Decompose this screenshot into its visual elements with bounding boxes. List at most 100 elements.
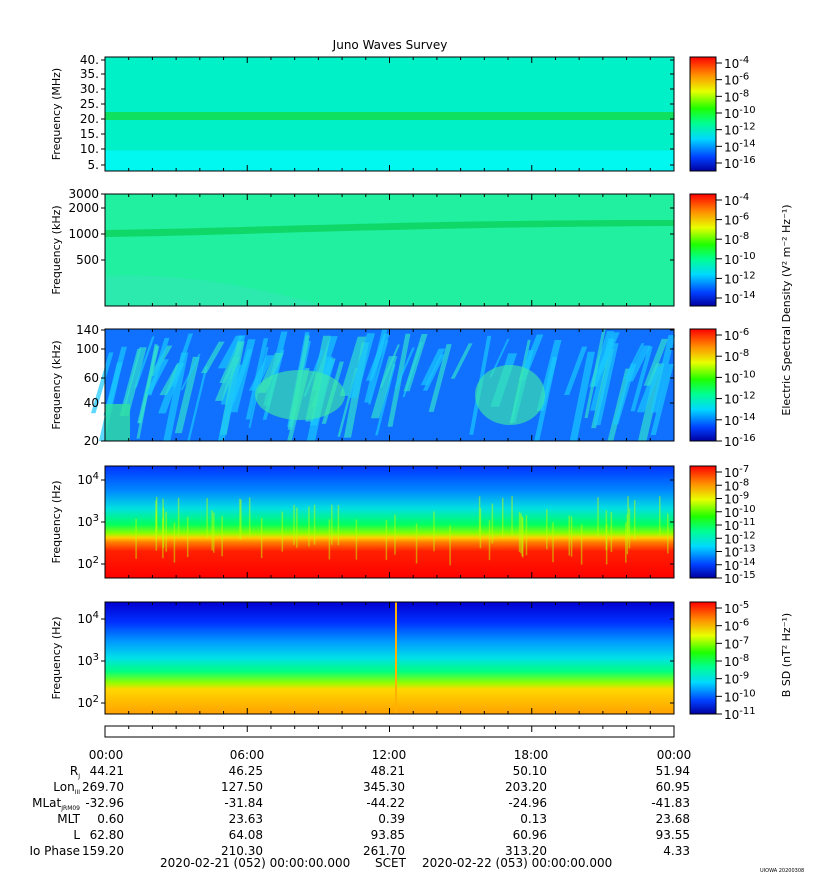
spectrogram-burst [569, 351, 595, 441]
spectrogram-streak [491, 503, 494, 544]
time-axis-ticks [104, 726, 675, 732]
ephemeris-value: 64.08 [229, 828, 263, 842]
spectrogram-burst [245, 338, 269, 420]
ephemeris-value: 269.70 [82, 780, 124, 794]
spectrogram-patch [105, 404, 130, 441]
spectrogram-burst [214, 356, 241, 401]
y-axis-label: Frequency (kHz) [50, 205, 63, 294]
spectrogram-streak [546, 509, 548, 550]
y-tick-label: 20 [84, 434, 99, 448]
spectrogram-streak [308, 506, 310, 547]
colorbar-tick-label: 10-14 [724, 290, 756, 306]
spectrogram-streak [625, 522, 627, 563]
spectrogram-burst [592, 338, 615, 386]
spectrogram-streak [281, 511, 284, 552]
spectrogram-streak [627, 496, 629, 537]
spectrogram-streak [395, 602, 397, 714]
y-tick-label: 3000 [68, 187, 99, 201]
y-tick-label: 25. [80, 97, 99, 111]
ephemeris-value: 93.85 [371, 828, 405, 842]
colorbar-tick-label: 10-13 [724, 544, 756, 560]
colorbar-tick-label: 10-15 [724, 570, 756, 586]
spectrogram-streak [155, 496, 158, 537]
footer-end-time: 2020-02-22 (053) 00:00:00.000 [422, 856, 612, 870]
spectrogram-streak [162, 507, 165, 548]
spectrogram-streak [177, 497, 180, 538]
colorbar-tick-label: 10-8 [724, 653, 749, 669]
colorbar-tick-label: 10-11 [724, 517, 756, 533]
spectrogram-streak [525, 515, 528, 556]
spectrogram-burst [90, 352, 114, 414]
spectrogram-patch [475, 365, 545, 425]
spectrogram-streak [328, 519, 331, 560]
spectrogram-burst [375, 364, 396, 436]
y-tick-label: 104 [77, 471, 99, 487]
spectrogram-burst [137, 346, 160, 424]
y-tick-label: 30. [80, 82, 99, 96]
ephemeris-value: 50.10 [513, 764, 547, 778]
spectrogram-streak [605, 524, 608, 565]
colorbar-tick-label: 10-5 [724, 600, 749, 616]
time-label: 00:00 [89, 748, 124, 762]
y-tick-label: 15. [80, 127, 99, 141]
spectrogram-streak [597, 497, 599, 538]
ephemeris-value: 44.21 [90, 764, 124, 778]
y-tick-label: 5. [88, 158, 99, 172]
spectrogram-streak [239, 498, 241, 539]
ephemeris-value: 60.95 [656, 780, 690, 794]
ephemeris-value: 261.70 [363, 844, 405, 858]
spectrogram-streak [415, 523, 418, 564]
spectrogram-burst [348, 333, 376, 399]
spectrogram-streak [479, 508, 482, 549]
spectrogram-burst [489, 338, 510, 378]
ephemeris-value: 0.39 [378, 812, 405, 826]
y-tick-label: 102 [77, 555, 99, 571]
spectrogram-burst [200, 341, 225, 374]
spectrogram-emission-band [105, 220, 674, 237]
spectrogram-streak [570, 516, 573, 557]
spectrogram-patch [255, 370, 345, 420]
spectrogram-streak [355, 519, 358, 560]
colorbar-tick-label: 10-9 [724, 671, 749, 687]
panel5-colorbar [689, 601, 717, 715]
spectrogram-streak [488, 520, 491, 561]
spectrogram-burst [564, 346, 588, 396]
ephemeris-value: 62.80 [90, 828, 124, 842]
time-label: 18:00 [514, 748, 549, 762]
spectrogram-streak [501, 497, 504, 538]
panel1-spectrogram [105, 57, 674, 171]
ephemeris-value: 127.50 [221, 780, 263, 794]
colorbar-tick-label: 10-7 [724, 464, 749, 480]
y-axis-label: Frequency (kHz) [50, 340, 63, 429]
colorbar-tick-label: 10-9 [724, 491, 749, 507]
spectrogram-burst [643, 338, 669, 386]
ephemeris-value: -44.22 [366, 796, 405, 810]
spectrogram-streak [173, 522, 176, 563]
ephemeris-value: 60.96 [513, 828, 547, 842]
y-tick-label: 35. [80, 67, 99, 81]
ephemeris-value: 51.94 [656, 764, 690, 778]
colorbar-tick-label: 10-12 [724, 122, 756, 138]
ephemeris-value: 0.60 [97, 812, 124, 826]
ephemeris-value: 210.30 [221, 844, 263, 858]
y-tick-label: 140 [76, 323, 99, 337]
y-tick-label: 60 [84, 371, 99, 385]
ephemeris-value: 46.25 [229, 764, 263, 778]
y-tick-label: 100 [76, 342, 99, 356]
footer-start-time: 2020-02-21 (052) 00:00:00.000 [160, 856, 350, 870]
time-label: 00:00 [657, 748, 692, 762]
colorbar-tick-label: 10-8 [724, 88, 749, 104]
colorbar-tick-label: 10-16 [724, 155, 756, 171]
colorbar-tick-label: 10-10 [724, 369, 756, 385]
spectrogram-burst [428, 344, 452, 412]
spectrogram-burst [170, 333, 193, 387]
spectrogram-burst [450, 343, 473, 379]
spectrogram-streak [293, 504, 295, 545]
spectrogram-panels: 40.35.30.25.20.15.10. 5. Frequency (MHz) 10… [50, 53, 756, 722]
spectrogram-streak [520, 513, 522, 554]
ephemeris-value: 203.20 [505, 780, 547, 794]
spectrogram-streak [211, 510, 213, 551]
y-axis-label: Frequency (Hz) [50, 617, 63, 700]
spectrogram-streak [260, 518, 263, 559]
spectrogram-burst [636, 366, 663, 413]
